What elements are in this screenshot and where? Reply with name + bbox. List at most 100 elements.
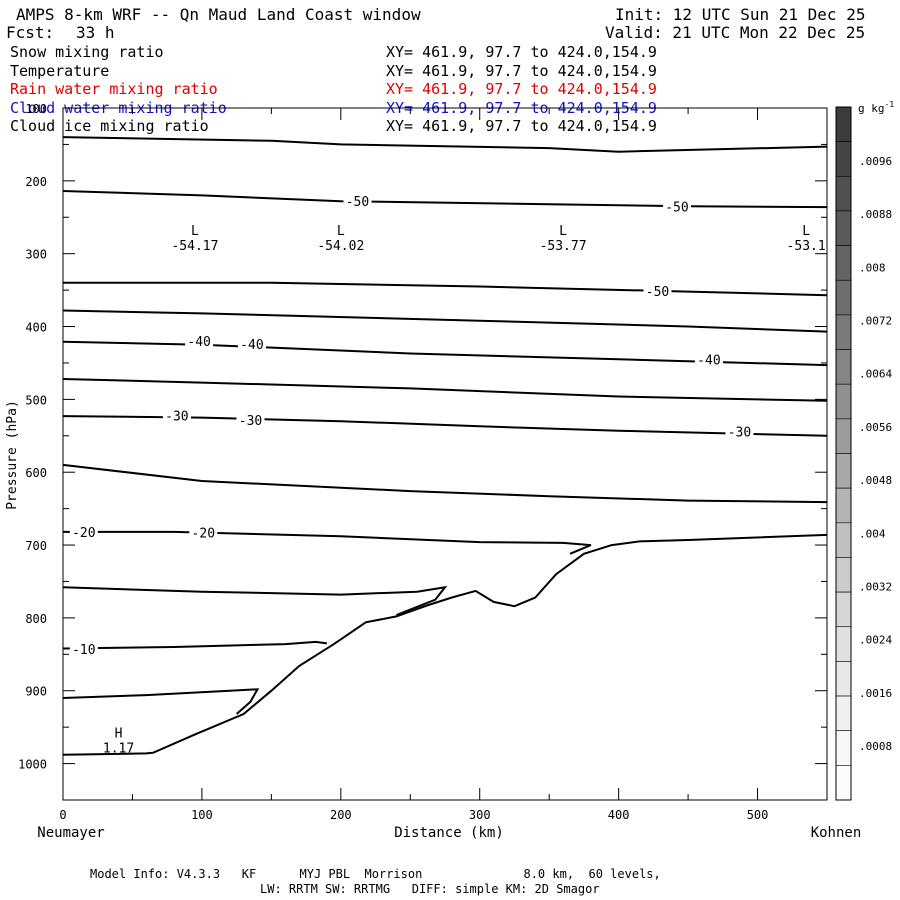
colorbar-swatch-4: [835, 245, 852, 281]
contour-label-7: -40: [240, 338, 263, 353]
valid-time: Valid: 21 UTC Mon 22 Dec 25: [605, 23, 866, 42]
isotherm-line-1: [62, 688, 260, 715]
x-tick-label-0: 0: [59, 808, 66, 822]
contour-label-bg-8: [694, 351, 723, 367]
isotherm-line-0: [62, 640, 328, 650]
colorbar-level-1: .0088: [859, 208, 892, 221]
colorbar-swatch-1: [835, 141, 852, 177]
colorbar-swatch-0: [835, 106, 852, 142]
colorbar-level-5: .0056: [859, 421, 892, 434]
field-name-temperature: Temperature: [10, 62, 110, 80]
colorbar-swatch-7: [835, 349, 852, 385]
contour-label-3: -30: [165, 409, 188, 424]
y-tick-label-2: 300: [25, 248, 47, 262]
colorbar-level-10: .0016: [859, 687, 892, 700]
plot-frame: [62, 107, 828, 801]
extremum-symbol-1: L: [337, 224, 345, 239]
isotherm-line-6: [62, 378, 828, 402]
y-tick-label-6: 700: [25, 539, 47, 553]
x-tick-label-4: 400: [608, 808, 630, 822]
contour-label-bg-10: [662, 198, 691, 214]
contour-label-bg-11: [643, 282, 672, 298]
colorbar-level-0: .0096: [859, 155, 892, 168]
extremum-value-2: -53.77: [540, 239, 587, 254]
contour-label-6: -40: [187, 335, 210, 350]
field-xy-cloud-ice: XY= 461.9, 97.7 to 424.0,154.9: [386, 117, 657, 135]
isotherm-line-11: [62, 136, 828, 153]
contour-label-bg-1: [69, 523, 98, 539]
extremum-value-1: -54.02: [317, 239, 364, 254]
x-tick-label-2: 200: [330, 808, 352, 822]
init-time: Init: 12 UTC Sun 21 Dec 25: [615, 5, 866, 24]
colorbar-swatch-18: [835, 730, 852, 766]
colorbar-level-4: .0064: [859, 368, 892, 381]
contour-label-0: -10: [72, 643, 95, 658]
extremum-symbol-2: L: [559, 224, 567, 239]
colorbar-swatch-11: [835, 487, 852, 524]
colorbar-swatch-14: [835, 591, 852, 628]
colorbar-swatch-17: [835, 695, 852, 731]
isotherm-line-10: [62, 190, 828, 209]
contour-label-8: -40: [697, 353, 720, 368]
isotherm-line-9: [63, 281, 828, 297]
contour-label-4: -30: [239, 414, 262, 429]
isotherm-line-2: [62, 585, 448, 616]
field-xy-rain: XY= 461.9, 97.7 to 424.0,154.9: [386, 80, 657, 98]
x-tick-label-1: 100: [191, 808, 213, 822]
contour-label-10: -50: [665, 200, 688, 215]
extremum-value-0: -54.17: [171, 239, 218, 254]
x-axis-label: Distance (km): [394, 825, 504, 841]
contour-label-9: -50: [346, 195, 369, 210]
contour-label-bg-0: [69, 641, 98, 657]
colorbar-swatch-19: [835, 765, 852, 801]
field-xy-snow: XY= 461.9, 97.7 to 424.0,154.9: [386, 43, 657, 61]
y-tick-label-8: 900: [25, 685, 47, 699]
colorbar-level-11: .0008: [859, 740, 892, 753]
y-tick-label-4: 500: [25, 393, 47, 407]
chart-title: AMPS 8-km WRF -- Qn Maud Land Coast wind…: [16, 5, 421, 24]
contour-label-bg-7: [237, 336, 266, 352]
contour-label-bg-5: [725, 423, 754, 439]
y-tick-label-9: 1000: [18, 758, 47, 772]
contour-label-bg-2: [189, 524, 218, 540]
colorbar-level-7: .004: [859, 527, 886, 540]
isotherm-line-8: [62, 309, 828, 333]
contour-label-5: -30: [728, 425, 751, 440]
colorbar: .0096 .0088 .008 .0072 .0064 .0056 .0048 .004 .0…: [835, 106, 892, 801]
extremum-value-4: 1.17: [103, 742, 134, 757]
contour-label-bg-4: [236, 411, 265, 427]
y-axis-label: Pressure (hPa): [5, 400, 20, 510]
contour-label-bg-6: [185, 333, 214, 349]
field-name-cloud-ice: Cloud ice mixing ratio: [10, 117, 209, 135]
y-tick-label-1: 200: [25, 175, 47, 189]
y-tick-label-7: 800: [25, 612, 47, 626]
x-endpoint-right: Kohnen: [811, 825, 862, 841]
terrain-profile: [62, 533, 828, 756]
colorbar-level-3: .0072: [859, 315, 892, 328]
contour-label-11: -50: [646, 285, 669, 300]
field-xy-temperature: XY= 461.9, 97.7 to 424.0,154.9: [386, 62, 657, 80]
contour-label-bg-9: [343, 193, 372, 209]
colorbar-level-2: .008: [859, 261, 886, 274]
footer-model-info: Model Info: V4.3.3 KF MYJ PBL Morrison 8…: [90, 867, 661, 881]
y-tick-label-3: 400: [25, 321, 47, 335]
colorbar-swatch-15: [835, 626, 852, 662]
field-name-snow: Snow mixing ratio: [10, 43, 164, 61]
contour-label-2: -20: [192, 527, 215, 542]
x-endpoint-left: Neumayer: [37, 825, 104, 841]
y-tick-label-5: 600: [25, 466, 47, 480]
forecast-hours: 33 h: [76, 23, 115, 42]
extremum-symbol-3: L: [802, 224, 810, 239]
isotherm-line-4: [62, 463, 828, 504]
colorbar-swatch-3: [835, 210, 852, 246]
colorbar-swatch-9: [835, 418, 852, 454]
extremum-value-3: -53.1: [787, 239, 826, 254]
forecast-label: Fcst:: [6, 23, 55, 42]
field-name-rain: Rain water mixing ratio: [10, 80, 218, 98]
x-tick-label-5: 500: [747, 808, 769, 822]
isotherm-line-3: [63, 530, 592, 555]
y-tick-label-0: 100: [25, 102, 47, 116]
colorbar-swatch-2: [835, 176, 852, 212]
colorbar-swatch-13: [835, 557, 852, 593]
